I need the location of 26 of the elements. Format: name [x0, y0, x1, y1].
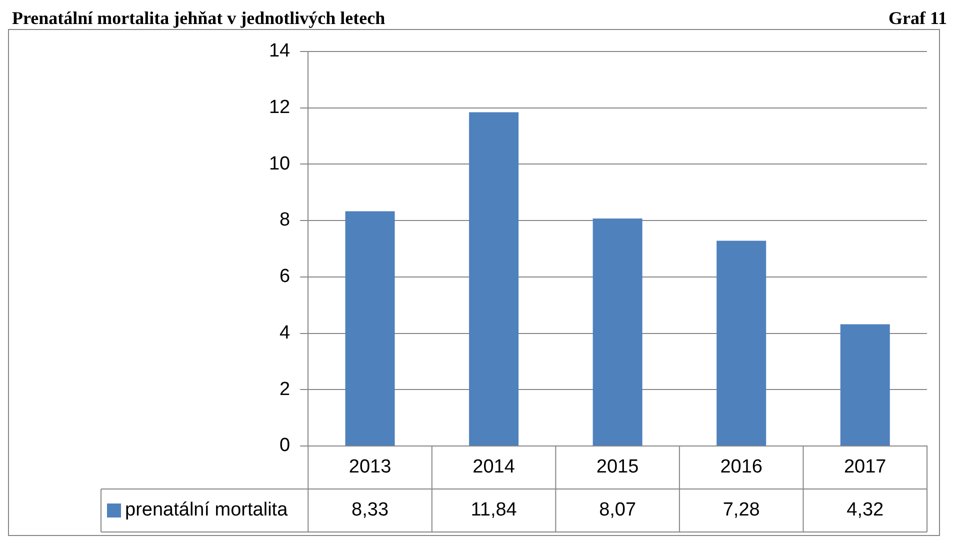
y-tick-label: 6 — [280, 266, 290, 288]
chart-title: Prenatální mortalita jehňat v jednotlivých letech — [12, 8, 386, 29]
bar — [469, 112, 519, 446]
bar — [716, 240, 766, 446]
x-tick-label: 2016 — [720, 456, 762, 478]
y-tick-label: 12 — [268, 97, 290, 118]
y-tick-label: 8 — [280, 210, 290, 231]
legend-label: prenatální mortalita — [125, 500, 288, 521]
data-label: 8,33 — [352, 500, 389, 521]
bar — [345, 211, 395, 446]
chart-subtitle: Graf 11 — [888, 8, 947, 29]
y-tick-label: 2 — [280, 378, 290, 400]
y-tick-label: 4 — [280, 322, 291, 344]
data-label: 4,32 — [846, 500, 884, 521]
data-label: 8,07 — [599, 500, 636, 521]
bar — [592, 218, 642, 446]
bar — [840, 324, 890, 446]
x-tick-label: 2017 — [844, 456, 886, 478]
y-tick-label: 0 — [280, 435, 290, 456]
data-label: 11,84 — [470, 500, 518, 521]
data-label: 7,28 — [722, 500, 760, 521]
y-tick-label: 14 — [268, 40, 291, 62]
y-tick-label: 10 — [268, 153, 290, 174]
x-tick-label: 2014 — [472, 456, 516, 478]
x-tick-label: 2013 — [348, 456, 392, 478]
x-tick-label: 2015 — [596, 456, 639, 478]
